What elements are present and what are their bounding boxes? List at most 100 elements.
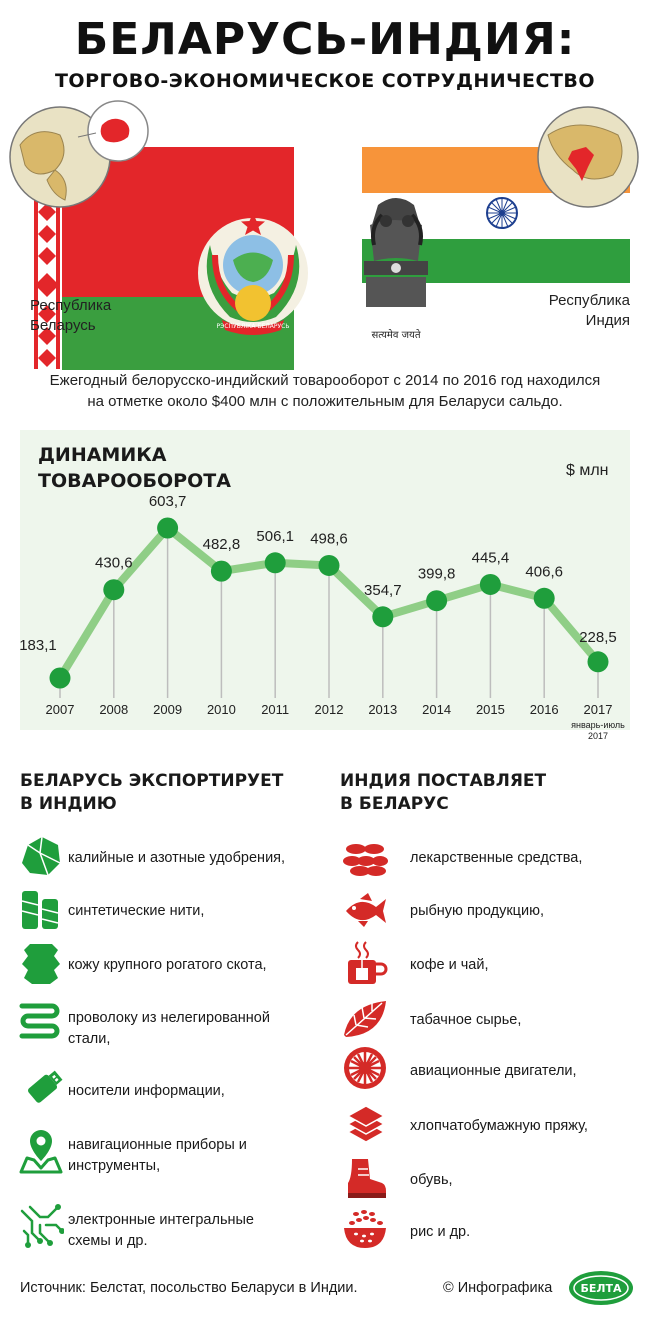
- data-point: [157, 517, 179, 539]
- rice-bowl-icon: [344, 1210, 386, 1248]
- data-label: 430,6: [95, 555, 133, 572]
- x-tick-note: 2017: [588, 731, 608, 741]
- x-tick-label: 2016: [530, 702, 559, 717]
- imports-item-3: кофе и чай,: [410, 957, 489, 973]
- exports-item-1: калийные и азотные удобрения,: [68, 848, 285, 869]
- x-tick-note: январь-июль: [571, 720, 625, 730]
- data-label: 354,7: [364, 582, 402, 599]
- usb-drive-icon: [28, 1070, 63, 1103]
- tea-cup-icon: [348, 941, 388, 984]
- data-point: [49, 667, 71, 689]
- belarus-label-line2: Беларусь: [30, 317, 96, 334]
- imports-title: ИНДИЯ ПОСТАВЛЯЕТ В БЕЛАРУС: [340, 770, 546, 816]
- belarus-emblem-icon: РЭСПУБЛІКА БЕЛАРУСЬ: [198, 213, 308, 335]
- data-label: 506,1: [256, 528, 294, 545]
- exports-title: БЕЛАРУСЬ ЭКСПОРТИРУЕТ В ИНДИЮ: [20, 770, 283, 816]
- x-tick-label: 2008: [99, 702, 128, 717]
- imports-item-2: рыбную продукцию,: [410, 903, 544, 919]
- data-label: 399,8: [418, 566, 456, 583]
- data-point: [264, 552, 286, 574]
- leather-hide-icon: [22, 944, 60, 984]
- x-tick-label: 2012: [315, 702, 344, 717]
- cotton-fabric-icon: [346, 1105, 386, 1143]
- belarus-emblem-text: РЭСПУБЛІКА БЕЛАРУСЬ: [217, 323, 290, 330]
- page-title: БЕЛАРУСЬ-ИНДИЯ:: [74, 14, 576, 65]
- belarus-label-line1: Республика: [30, 297, 112, 314]
- india-emblem-motto: सत्यमेव जयते: [371, 329, 420, 341]
- data-point: [318, 554, 340, 576]
- data-point: [587, 651, 609, 673]
- intro-text: Ежегодный белорусско-индийский товарообо…: [20, 370, 630, 412]
- chart-title-line2: ТОВАРООБОРОТА: [38, 470, 231, 492]
- source-note: Источник: Белстат, посольство Беларуси в…: [20, 1280, 358, 1296]
- chart-title: ДИНАМИКА ТОВАРООБОРОТА: [38, 442, 231, 494]
- fish-icon: [346, 893, 386, 927]
- data-label: 445,4: [472, 549, 510, 566]
- belarus-label: Республика Беларусь: [30, 296, 111, 336]
- map-pin-icon: [19, 1130, 63, 1174]
- x-tick-label: 2011: [261, 702, 289, 717]
- exports-item-6: навигационные приборы и инструменты,: [68, 1135, 247, 1177]
- data-label: 228,5: [579, 629, 617, 646]
- x-tick-label: 2009: [153, 702, 182, 717]
- data-label: 482,8: [203, 536, 241, 553]
- data-label: 603,7: [149, 493, 187, 510]
- fertilizer-rock-icon: [22, 836, 61, 876]
- data-label: 183,1: [19, 637, 57, 654]
- x-tick-label: 2010: [207, 702, 236, 717]
- imports-item-1: лекарственные средства,: [410, 850, 583, 866]
- imports-item-5: авиационные двигатели,: [410, 1063, 577, 1079]
- india-label-line2: Индия: [585, 312, 630, 329]
- trade-line-chart: 183,1 430,6 603,7 482,8 506,1 498,6 354,7 399,8…: [19, 493, 625, 741]
- data-label: 498,6: [310, 530, 348, 547]
- belta-logo-text: БЕЛТА: [580, 1282, 622, 1295]
- india-label-line1: Республика: [548, 292, 630, 309]
- data-label: 406,6: [525, 563, 563, 580]
- exports-item-text: проволоку из нелегированной: [68, 1010, 270, 1026]
- x-tick-label: 2013: [368, 702, 397, 717]
- x-tick-label: 2017: [584, 702, 613, 717]
- exports-title-line1: БЕЛАРУСЬ ЭКСПОРТИРУЕТ: [20, 771, 284, 791]
- imports-item-7: обувь,: [410, 1172, 453, 1188]
- intro-line2: на отметке около $400 млн с положительны…: [87, 393, 563, 410]
- data-point: [426, 590, 448, 612]
- thread-spools-icon: [21, 891, 59, 929]
- exports-item-4: проволоку из нелегированной стали,: [68, 1008, 270, 1050]
- flags-illustration: РЭСПУБЛІКА БЕЛАРУСЬ सत्यमेव जयत: [9, 100, 639, 370]
- data-point: [533, 587, 555, 609]
- page-subtitle: ТОРГОВО-ЭКОНОМИЧЕСКОЕ СОТРУДНИЧЕСТВО: [54, 70, 596, 92]
- data-point: [372, 606, 394, 628]
- imports-title-line1: ИНДИЯ ПОСТАВЛЯЕТ: [340, 771, 547, 791]
- globe-belarus-icon: [9, 100, 149, 208]
- data-point: [103, 579, 125, 601]
- exports-item-text: навигационные приборы и: [68, 1137, 247, 1153]
- boot-icon: [348, 1159, 386, 1198]
- exports-item-text: калийные и азотные удобрения,: [68, 850, 286, 866]
- globe-india-icon: [537, 106, 639, 208]
- exports-item-text: носители информации,: [68, 1083, 225, 1099]
- exports-item-text-line2: стали,: [68, 1031, 111, 1047]
- chart-title-line1: ДИНАМИКА: [38, 444, 167, 466]
- data-point: [479, 573, 501, 595]
- exports-item-5: носители информации,: [68, 1081, 225, 1102]
- intro-line1: Ежегодный белорусско-индийский товарообо…: [49, 372, 601, 389]
- exports-item-text: электронные интегральные: [68, 1212, 254, 1228]
- jet-engine-icon: [344, 1047, 386, 1089]
- exports-item-text: синтетические нити,: [68, 903, 205, 919]
- imports-title-line2: В БЕЛАРУС: [340, 794, 449, 814]
- chart-unit: $ млн: [566, 462, 609, 479]
- exports-item-text-line2: схемы и др.: [68, 1233, 148, 1249]
- x-tick-label: 2014: [422, 702, 451, 717]
- tobacco-leaf-icon: [344, 1001, 386, 1037]
- imports-item-4: табачное сырье,: [410, 1012, 522, 1028]
- circuit-icon: [20, 1204, 64, 1248]
- exports-item-2: синтетические нити,: [68, 901, 204, 922]
- imports-item-8: рис и др.: [410, 1224, 471, 1240]
- data-point: [210, 560, 232, 582]
- exports-item-text: кожу крупного рогатого скота,: [68, 957, 267, 973]
- wire-coil-icon: [19, 1003, 60, 1039]
- x-tick-label: 2015: [476, 702, 505, 717]
- india-label: Республика Индия: [549, 291, 630, 331]
- x-tick-label: 2007: [46, 702, 75, 717]
- belta-logo: БЕЛТА: [569, 1271, 633, 1305]
